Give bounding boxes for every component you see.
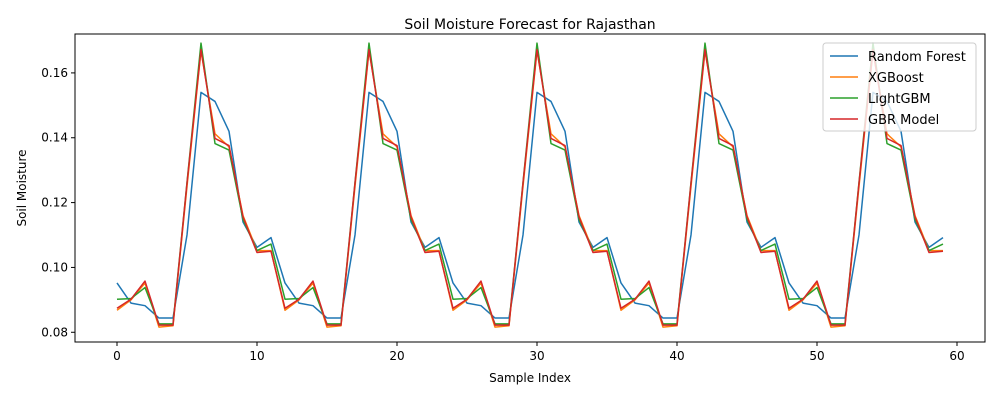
- legend-label: GBR Model: [868, 113, 939, 128]
- x-tick-label: 40: [669, 349, 684, 363]
- x-tick-label: 50: [809, 349, 824, 363]
- x-tick-label: 0: [113, 349, 121, 363]
- x-tick-label: 30: [529, 349, 544, 363]
- legend-label: LightGBM: [868, 92, 931, 107]
- series-line-gbr-model: [116, 48, 944, 326]
- x-tick-label: 60: [949, 349, 964, 363]
- plot-area: [74, 33, 986, 343]
- series-lines: [116, 42, 944, 328]
- y-tick-label: 0.12: [41, 196, 68, 210]
- y-axis: 0.08 0.10 0.12 0.14 0.16: [41, 66, 75, 339]
- y-axis-label: Soil Moisture: [15, 149, 29, 226]
- x-tick-label: 20: [389, 349, 404, 363]
- y-tick-label: 0.10: [41, 260, 68, 274]
- legend-label: Random Forest: [868, 50, 966, 65]
- y-tick-label: 0.16: [41, 66, 68, 80]
- chart-title: Soil Moisture Forecast for Rajasthan: [404, 17, 655, 33]
- y-tick-label: 0.08: [41, 325, 68, 339]
- x-axis-label: Sample Index: [489, 371, 571, 385]
- y-tick-label: 0.14: [41, 131, 68, 145]
- x-tick-label: 10: [249, 349, 264, 363]
- legend: Random Forest XGBoost LightGBM GBR Model: [822, 42, 977, 132]
- x-axis: 0 10 20 30 40 50 60: [113, 342, 965, 363]
- legend-label: XGBoost: [868, 71, 924, 86]
- legend-frame: [822, 42, 977, 132]
